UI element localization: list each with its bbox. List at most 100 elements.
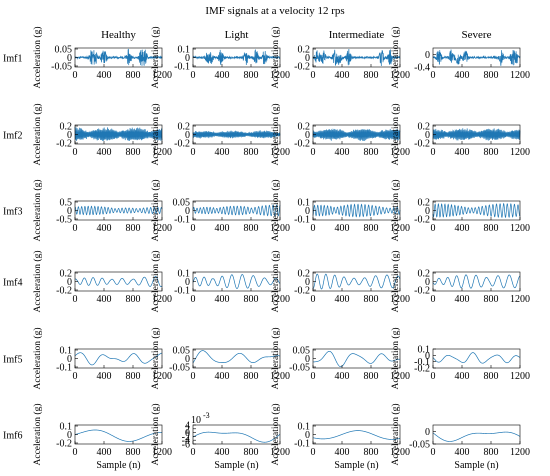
panel-imf1-severe-xtick-label: 1200: [510, 70, 530, 81]
panel-imf1-intermediate-xtick-label: 0: [311, 70, 316, 81]
column-header-healthy: Healthy: [101, 29, 136, 41]
panel-imf2-severe-ylabel: Acceleration (g): [390, 104, 401, 166]
panel-imf4-healthy-series: [74, 275, 163, 288]
panel-imf1-healthy-ylabel: Acceleration (g): [32, 27, 43, 89]
panel-imf4-light-ylabel: Acceleration (g): [150, 251, 161, 313]
panel-imf6-intermediate-ytick-label: 0: [305, 430, 310, 441]
panel-imf2-light-ytick-label: -0.2: [174, 139, 190, 150]
panel-imf4-healthy-ytick-label: 0.2: [60, 269, 73, 280]
panel-imf5-severe-ytick-label: 0: [425, 351, 430, 362]
panel-imf2-healthy-ylabel: Acceleration (g): [32, 104, 43, 166]
panel-imf4-intermediate-xtick-label: 0: [311, 294, 316, 305]
panel-imf4-severe-xtick-label: 400: [455, 294, 470, 305]
panel-imf5-light-xtick-label: 1200: [270, 371, 290, 382]
panel-imf4-severe-axes-box: [432, 271, 521, 292]
panel-imf4-light-series: [192, 274, 281, 289]
panel-imf5-light-ytick-label: 0.05: [173, 346, 191, 357]
panel-imf1-healthy-xtick-label: 400: [97, 70, 112, 81]
panel-imf2-severe-series: [432, 128, 521, 141]
panel-imf5-light-xtick-label: 800: [244, 371, 259, 382]
panel-imf5-light-series: [192, 350, 281, 364]
panel-imf5-healthy-xtick-label: 400: [97, 371, 112, 382]
panel-imf1-light-ytick-label: -0.1: [174, 62, 190, 73]
panel-imf6-light-ytick-label: 0: [185, 428, 190, 439]
panel-imf3-light-xtick-label: 1200: [270, 223, 290, 234]
panel-imf4-healthy-xtick-label: 400: [97, 294, 112, 305]
panel-imf1-severe-ylabel: Acceleration (g): [390, 27, 401, 89]
panel-imf2-severe-xtick-label: 0: [431, 147, 436, 158]
panel-imf3-light-ytick-label: -0.1: [174, 215, 190, 226]
panel-imf1-severe-series: [432, 49, 521, 66]
panel-imf4-intermediate-ytick-label: -0.2: [294, 286, 310, 297]
chart-title: IMF signals at a velocity 12 rps: [205, 5, 344, 17]
panel-imf5-severe-ytick-label: 0.1: [418, 345, 431, 356]
panel-imf2-healthy-xtick-label: 400: [97, 147, 112, 158]
panel-imf3-intermediate-xtick-label: 1200: [390, 223, 410, 234]
panel-imf2-light-series: [192, 130, 281, 139]
panel-imf4-light-ytick-label: 0: [185, 277, 190, 288]
panel-imf3-severe-ytick-label: 0.2: [418, 198, 431, 209]
panel-imf1-intermediate-ytick-label: 0: [305, 53, 310, 64]
panel-imf6-light-ytick-label: -2: [182, 432, 190, 443]
panel-imf6-light-ytick-label: 2: [185, 424, 190, 435]
panel-imf5-intermediate-ylabel: Acceleration (g): [270, 328, 281, 390]
panel-imf6-intermediate-xtick-label: 1200: [390, 447, 410, 458]
panel-imf5-light-ylabel: Acceleration (g): [150, 328, 161, 390]
panel-imf2-light-xtick-label: 1200: [270, 147, 290, 158]
panel-imf5-intermediate-xtick-label: 0: [311, 371, 316, 382]
row-label-imf5: Imf5: [3, 355, 22, 366]
panel-imf6-light-ylabel: Acceleration (g): [150, 404, 161, 466]
column-header-intermediate: Intermediate: [329, 29, 385, 41]
panel-imf2-intermediate-ytick-label: 0: [305, 130, 310, 141]
panel-imf1-healthy-xtick-label: 800: [126, 70, 141, 81]
panel-imf4-intermediate-ylabel: Acceleration (g): [270, 251, 281, 313]
panel-imf5-healthy-xtick-label: 0: [73, 371, 78, 382]
panel-imf4-healthy-axes-box: [74, 271, 163, 292]
panel-imf2-severe-ytick-label: 0.2: [418, 122, 431, 133]
panel-imf6-light-xtick-label: 1200: [270, 447, 290, 458]
panel-imf4-light-ytick-label: -0.1: [174, 286, 190, 297]
panel-imf4-healthy-ytick-label: -0.2: [56, 286, 72, 297]
panel-imf4-severe-ylabel: Acceleration (g): [390, 251, 401, 313]
panel-imf5-severe-ytick-label: -0.2: [414, 364, 430, 375]
panel-imf6-severe-ytick-label: -0.05: [409, 440, 430, 451]
panel-imf2-healthy-ytick-label: -0.2: [56, 139, 72, 150]
row-label-imf2: Imf2: [3, 131, 22, 142]
panel-imf4-intermediate-xtick-label: 400: [335, 294, 350, 305]
panel-imf1-severe-xtick-label: 400: [455, 70, 470, 81]
panel-imf6-severe-ylabel: Acceleration (g): [390, 404, 401, 466]
panel-imf5-severe-xtick-label: 1200: [510, 371, 530, 382]
panel-imf3-light-ylabel: Acceleration (g): [150, 180, 161, 242]
panel-imf4-light-xtick-label: 400: [215, 294, 230, 305]
panel-imf3-healthy-series: [74, 205, 163, 216]
row-label-imf4: Imf4: [3, 278, 22, 289]
panel-imf6-severe-xtick-label: 400: [455, 447, 470, 458]
panel-imf6-intermediate-series: [312, 430, 401, 440]
panel-imf3-healthy-axes-box: [74, 200, 163, 221]
column-header-severe: Severe: [462, 29, 492, 41]
panel-imf3-severe-xtick-label: 800: [484, 223, 499, 234]
panel-imf1-light-ytick-label: 0: [185, 53, 190, 64]
panel-imf6-intermediate-xtick-label: 400: [335, 447, 350, 458]
panel-imf6-healthy-ytick-label: 0: [67, 430, 72, 441]
panel-imf5-healthy-xtick-label: 800: [126, 371, 141, 382]
panel-imf2-severe-xtick-label: 400: [455, 147, 470, 158]
panel-imf5-severe-xtick-label: 400: [455, 371, 470, 382]
panel-imf6-severe-xlabel: Sample (n): [454, 460, 498, 471]
panel-imf3-intermediate-ytick-label: 0: [305, 206, 310, 217]
panel-imf6-light-xtick-label: 400: [215, 447, 230, 458]
panel-imf1-severe-xtick-label: 0: [431, 70, 436, 81]
panel-imf1-severe-axes-box: [432, 47, 521, 68]
panel-imf5-intermediate-xtick-label: 1200: [390, 371, 410, 382]
panel-imf3-intermediate-xtick-label: 400: [335, 223, 350, 234]
panel-imf2-healthy-xtick-label: 0: [73, 147, 78, 158]
panel-imf4-severe-ytick-label: 0: [425, 277, 430, 288]
panel-imf1-light-series: [192, 49, 281, 65]
panel-imf5-intermediate-ytick-label: 0.05: [293, 346, 311, 357]
panel-imf4-severe-series: [432, 274, 521, 289]
panel-imf3-severe-ylabel: Acceleration (g): [390, 180, 401, 242]
panel-imf6-light-xlabel: Sample (n): [214, 460, 258, 471]
panel-imf4-intermediate-ytick-label: 0.2: [298, 269, 311, 280]
panel-imf4-light-ytick-label: 0.1: [178, 269, 191, 280]
panel-imf1-healthy-series: [74, 48, 163, 66]
